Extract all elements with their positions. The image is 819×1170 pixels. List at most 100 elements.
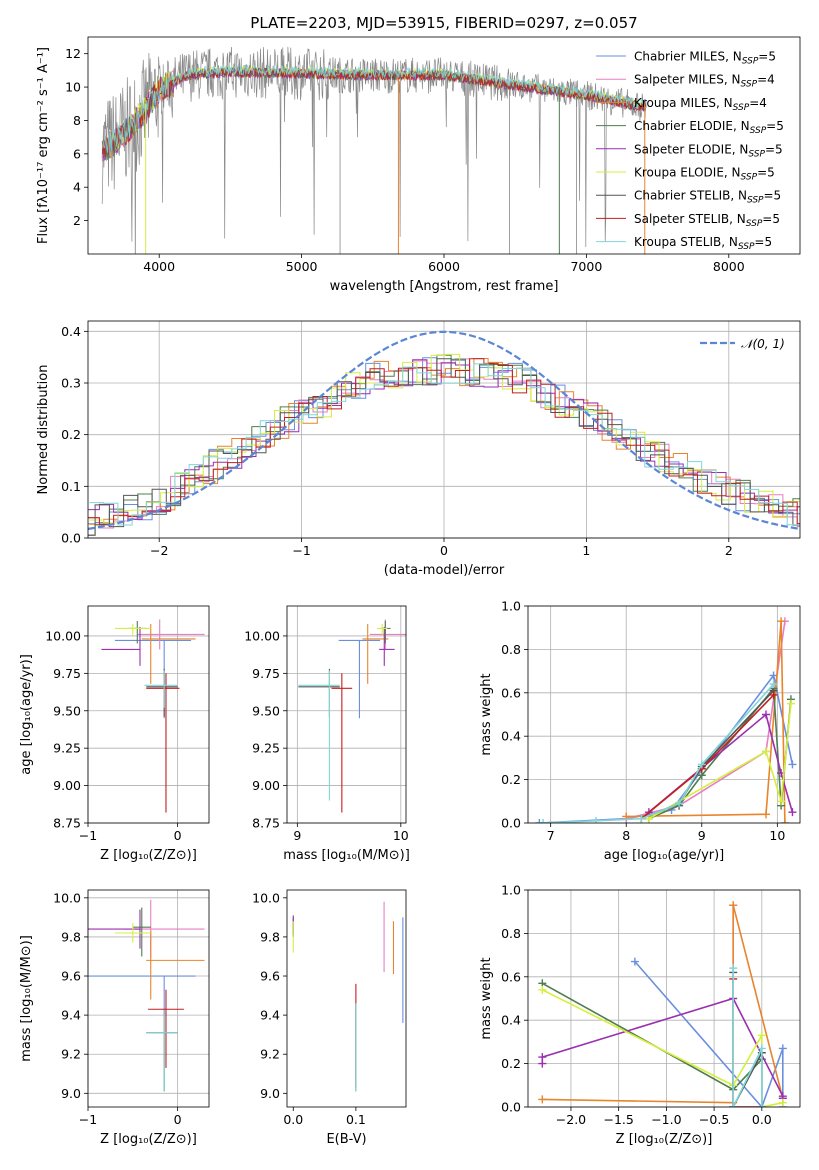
y-tick-label: 9.8 <box>61 929 81 944</box>
legend-text: Chabrier ELODIE, N <box>634 119 750 133</box>
weight-marker-kroupa-miles <box>538 1095 547 1104</box>
y-tick-label: 0.6 <box>501 969 521 984</box>
weight-line-salpeter-miles <box>626 621 786 820</box>
weight-marker-kroupa-elodie <box>762 747 770 756</box>
y-tick-label: 9.50 <box>252 703 280 718</box>
weight-marker-kroupa-stelib <box>675 799 684 808</box>
legend-text: Chabrier MILES, N <box>634 50 742 64</box>
weight-marker-chabrier-miles <box>778 1044 787 1053</box>
legend-subscript: SSP <box>746 219 763 229</box>
histogram-salpeter-miles <box>88 358 800 529</box>
plot-frame <box>527 889 801 1108</box>
weight-vs-age-panel: 7 8 9 10 0.0 0.2 0.4 0.6 0.8 1.0 age [log₁₀(age/yr… <box>479 599 801 863</box>
weight-vs-metallicity-panel: −2.0 −1.5 −1.0 −0.5 0.0 0.0 0.2 0.4 0.6 0.8 1.0 Z [… <box>479 883 801 1147</box>
y-tick-label: 10.00 <box>45 628 81 643</box>
y-tick-label: 0.4 <box>61 324 81 339</box>
legend-label-salpeter-stelib: Salpeter STELIB, NSSP=5 <box>634 212 780 229</box>
spectrum-panel: 4000 5000 6000 7000 8000 2 4 6 8 10 12 wavelength [… <box>36 36 801 294</box>
legend-text: Salpeter MILES, N <box>634 73 741 87</box>
x-tick-label: 0.0 <box>283 1112 303 1127</box>
histogram-salpeter-stelib <box>88 358 800 525</box>
histogram-kroupa-stelib <box>89 363 800 526</box>
legend-subscript: SSP <box>742 57 759 67</box>
x-tick-label: −1 <box>292 543 310 558</box>
y-tick-label: 10.0 <box>53 890 81 905</box>
legend-count: =5 <box>766 119 784 133</box>
x-tick-label: 9 <box>293 828 301 843</box>
y-tick-label: 9.0 <box>61 1086 81 1101</box>
legend-label-chabrier-elodie: Chabrier ELODIE, NSSP=5 <box>634 119 784 136</box>
weight-marker-salpeter-elodie <box>788 808 797 817</box>
y-tick-label: 0.4 <box>501 729 521 744</box>
y-tick-label: 0.8 <box>501 926 521 941</box>
y-tick-label: 0.1 <box>61 479 81 494</box>
y-axis-label: Flux [fλ10⁻¹⁷ erg cm⁻² s⁻¹ A⁻¹] <box>36 47 51 244</box>
errorbars <box>101 619 205 813</box>
x-tick-label: 10 <box>769 828 785 843</box>
legend-count: =5 <box>764 189 782 203</box>
legend-text: Salpeter STELIB, N <box>634 212 746 226</box>
weight-marker-kroupa-elodie <box>786 699 795 708</box>
y-tick-label: 0.2 <box>501 1056 521 1071</box>
weight-marker-kroupa-stelib <box>729 1103 738 1107</box>
legend-count: =5 <box>765 142 783 156</box>
legend-subscript: SSP <box>747 196 764 206</box>
weight-line-chabrier-miles <box>539 673 794 823</box>
legend-text: Kroupa MILES, N <box>634 96 733 110</box>
y-tick-label: 0.2 <box>61 427 81 442</box>
y-axis-label: mass [log₁₀(M/M⊙)] <box>19 935 34 1062</box>
y-tick-label: 0.0 <box>501 1100 521 1115</box>
legend-label-salpeter-elodie: Salpeter ELODIE, NSSP=5 <box>634 142 783 159</box>
plot-frame <box>286 605 407 824</box>
y-axis-label: Normed distribution <box>36 365 51 495</box>
plot-frame <box>87 320 801 539</box>
y-tick-label: 0.0 <box>501 816 521 831</box>
y-tick-label: 9.2 <box>61 1047 81 1062</box>
weight-marker-salpeter-elodie <box>538 1053 547 1062</box>
residuals-panel: −2 −1 0 1 2 0.0 0.1 0.2 0.3 0.4 (data-model)/error… <box>36 320 801 578</box>
weight-marker-kroupa-stelib <box>539 819 548 823</box>
weight-marker-chabrier-miles <box>535 819 544 823</box>
weight-marker-kroupa-miles <box>729 901 738 910</box>
y-tick-label: 9.8 <box>260 929 280 944</box>
weight-marker-kroupa-stelib <box>592 816 600 823</box>
weight-marker-salpeter-stelib <box>769 690 778 699</box>
mass-vs-metallicity-panel: −1 0 9.0 9.2 9.4 9.6 9.8 10.0 Z [log₁₀(Z/Z⊙)] mas… <box>19 889 210 1147</box>
y-tick-label: 9.00 <box>252 778 280 793</box>
weight-marker-kroupa-elodie <box>777 797 786 806</box>
histogram-kroupa-miles <box>89 358 800 525</box>
legend-text: Kroupa STELIB, N <box>634 235 738 249</box>
y-tick-label: 4 <box>73 180 81 195</box>
weight-line-chabrier-stelib <box>732 972 763 1107</box>
y-tick-label: 9.0 <box>260 1086 280 1101</box>
legend-label-chabrier-stelib: Chabrier STELIB, NSSP=5 <box>634 189 781 206</box>
x-tick-label: 6000 <box>428 259 460 274</box>
x-tick-label: −2.0 <box>556 1112 586 1127</box>
weight-marker-chabrier-miles <box>788 760 797 769</box>
x-tick-label: 5000 <box>286 259 318 274</box>
weight-marker-kroupa-elodie <box>757 1031 766 1040</box>
legend-subscript: SSP <box>748 149 765 159</box>
legend-count: =5 <box>762 212 780 226</box>
weight-marker-kroupa-stelib <box>637 814 646 823</box>
weight-line-chabrier-stelib <box>641 690 775 820</box>
y-tick-label: 9.6 <box>260 969 280 984</box>
legend-text: Kroupa ELODIE, N <box>634 166 741 180</box>
x-tick-label: −2 <box>150 543 168 558</box>
x-axis-label: Z [log₁₀(Z/Z⊙)] <box>616 1132 713 1147</box>
x-axis-label: E(B-V) <box>326 1132 366 1147</box>
spectrum-lines <box>101 46 647 254</box>
legend-label-kroupa-elodie: Kroupa ELODIE, NSSP=5 <box>634 166 775 183</box>
x-tick-label: −0.5 <box>699 1112 729 1127</box>
x-axis-label: Z [log₁₀(Z/Z⊙)] <box>100 1132 197 1147</box>
weight-line-kroupa-miles <box>626 621 786 823</box>
legend-subscript: SSP <box>741 80 758 90</box>
legend-count: =5 <box>757 166 775 180</box>
y-tick-label: 0.6 <box>501 685 521 700</box>
plot-frame <box>527 605 801 824</box>
model-spectrum-kroupa-stelib <box>101 64 646 156</box>
legend-label-chabrier-miles: Chabrier MILES, NSSP=5 <box>634 50 776 67</box>
weight-marker-kroupa-stelib <box>769 680 778 689</box>
